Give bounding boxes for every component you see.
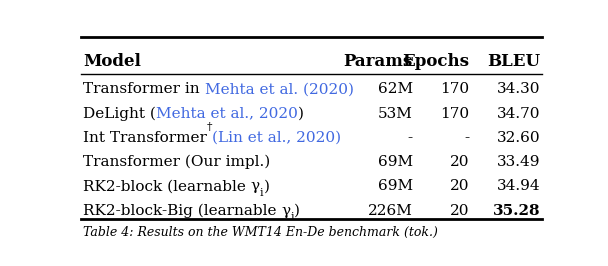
Text: Table 4: Results on the WMT14 En-De benchmark (tok.): Table 4: Results on the WMT14 En-De benc…: [83, 226, 438, 239]
Text: -: -: [408, 131, 413, 145]
Text: Model: Model: [83, 53, 141, 70]
Text: Epochs: Epochs: [402, 53, 469, 70]
Text: †: †: [207, 122, 212, 132]
Text: 34.94: 34.94: [497, 179, 540, 193]
Text: 69M: 69M: [378, 155, 413, 169]
Text: Params: Params: [344, 53, 413, 70]
Text: 170: 170: [440, 107, 469, 120]
Text: 20: 20: [450, 155, 469, 169]
Text: -: -: [465, 131, 469, 145]
Text: 20: 20: [450, 203, 469, 218]
Text: 35.28: 35.28: [492, 203, 540, 218]
Text: ): ): [298, 107, 304, 120]
Text: 62M: 62M: [378, 82, 413, 96]
Text: ): ): [263, 179, 269, 193]
Text: i: i: [291, 212, 294, 222]
Text: 34.70: 34.70: [497, 107, 540, 120]
Text: RK2-block (learnable: RK2-block (learnable: [83, 179, 251, 193]
Text: 32.60: 32.60: [497, 131, 540, 145]
Text: RK2-block-Big (learnable: RK2-block-Big (learnable: [83, 203, 282, 218]
Text: DeLight (: DeLight (: [83, 107, 156, 121]
Text: 170: 170: [440, 82, 469, 96]
Text: i: i: [260, 188, 263, 198]
Text: γ: γ: [251, 179, 260, 193]
Text: Mehta et al. (2020): Mehta et al. (2020): [204, 82, 354, 96]
Text: ): ): [294, 203, 300, 218]
Text: Mehta et al., 2020: Mehta et al., 2020: [156, 107, 298, 120]
Text: 33.49: 33.49: [497, 155, 540, 169]
Text: 53M: 53M: [378, 107, 413, 120]
Text: 34.30: 34.30: [497, 82, 540, 96]
Text: Transformer (Our impl.): Transformer (Our impl.): [83, 155, 271, 169]
Text: Transformer in: Transformer in: [83, 82, 204, 96]
Text: BLEU: BLEU: [487, 53, 540, 70]
Text: 226M: 226M: [368, 203, 413, 218]
Text: 69M: 69M: [378, 179, 413, 193]
Text: Int Transformer: Int Transformer: [83, 131, 207, 145]
Text: γ: γ: [282, 203, 291, 218]
Text: (Lin et al., 2020): (Lin et al., 2020): [212, 131, 342, 145]
Text: 20: 20: [450, 179, 469, 193]
